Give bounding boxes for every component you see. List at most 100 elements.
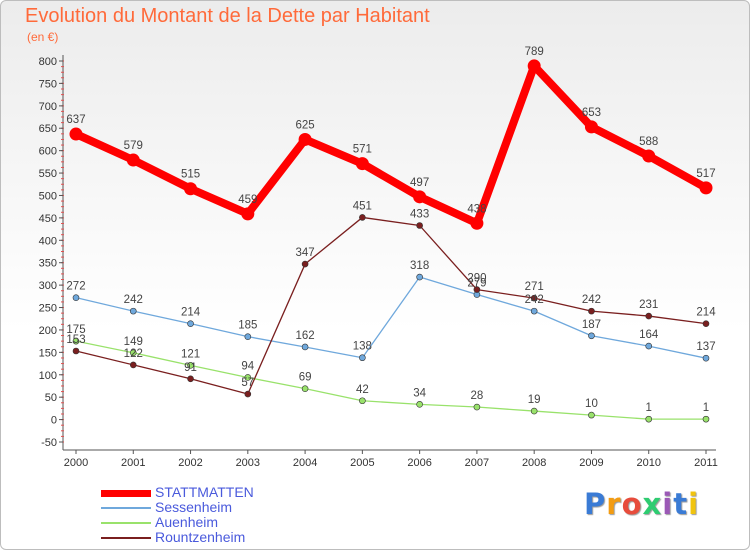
data-label: 459	[238, 194, 257, 206]
data-label: 242	[124, 294, 143, 306]
data-point	[72, 294, 80, 301]
data-point	[187, 362, 194, 369]
x-tick-label: 2010	[636, 457, 660, 469]
brand-letter: i	[688, 487, 700, 521]
x-tick-label: 2009	[579, 457, 603, 469]
legend-swatch	[101, 507, 151, 509]
data-label: 271	[525, 281, 544, 293]
y-tick-label: 100	[39, 370, 57, 382]
data-point	[301, 260, 309, 268]
y-tick-label: 250	[39, 303, 57, 315]
data-point	[473, 403, 481, 411]
data-point	[645, 415, 653, 423]
data-label: 28	[471, 390, 484, 402]
series-points	[69, 59, 713, 423]
brand-letter: o	[621, 487, 643, 521]
brand-letter: x	[642, 487, 663, 521]
brand-letter: r	[606, 487, 622, 521]
data-label: 149	[124, 336, 143, 348]
brand-logo: Proxiti	[584, 487, 699, 521]
data-label: 122	[124, 348, 143, 360]
data-label: 69	[299, 372, 312, 384]
data-label: 231	[639, 299, 658, 311]
data-point	[69, 127, 83, 141]
data-label: 138	[353, 341, 372, 353]
data-label: 162	[295, 330, 314, 342]
data-point	[301, 385, 309, 392]
data-point	[588, 332, 595, 340]
x-tick-label: 2005	[350, 457, 374, 469]
y-tick-label: 150	[39, 347, 57, 359]
data-label: 137	[696, 341, 715, 353]
y-tick-label: 300	[39, 280, 57, 292]
x-tick-label: 2004	[293, 457, 317, 469]
axes: -50 0 50 100 150 200 250 300 350 400 450 500 550 600 6…	[39, 55, 718, 469]
x-tick-label: 2003	[236, 457, 260, 469]
legend-item: STATTMATTEN	[101, 484, 321, 500]
data-point	[355, 157, 369, 171]
data-point	[184, 182, 198, 196]
legend-label: STATTMATTEN	[155, 484, 254, 500]
y-tick-label: 800	[39, 56, 57, 68]
legend-label: Auenheim	[155, 514, 219, 530]
legend-swatch	[101, 490, 151, 497]
data-label: 187	[582, 319, 601, 331]
data-point	[702, 320, 710, 327]
y-tick-label: 500	[39, 190, 57, 202]
x-tick-label: 2000	[64, 457, 88, 469]
data-point	[588, 411, 595, 419]
data-label: 153	[66, 334, 85, 346]
data-point	[187, 320, 194, 327]
data-point	[129, 307, 137, 315]
data-label: 242	[525, 294, 544, 306]
brand-letter: P	[584, 487, 607, 521]
data-point	[473, 286, 481, 293]
y-tick-label: 700	[39, 101, 57, 113]
series-line-rountzenheim	[75, 216, 707, 395]
y-tick-label: 450	[39, 213, 57, 225]
data-point	[72, 347, 80, 355]
legend-swatch	[101, 537, 151, 539]
x-tick-label: 2001	[121, 457, 145, 469]
legend: STATTMATTEN Sessenheim Auenheim Rountzenhei…	[101, 484, 321, 545]
data-point	[416, 222, 423, 229]
data-point	[241, 207, 255, 221]
data-label: 214	[696, 307, 716, 319]
data-label: 497	[410, 177, 429, 189]
data-label: 515	[181, 169, 200, 181]
data-label: 94	[241, 360, 254, 372]
x-tick-label: 2008	[522, 457, 546, 469]
data-label: 1	[703, 402, 709, 414]
legend-item: Auenheim	[101, 514, 321, 530]
y-tick-label: 200	[39, 325, 57, 337]
y-tick-label: 50	[45, 392, 57, 404]
data-label: 214	[181, 307, 201, 319]
y-tick-label: 650	[39, 123, 57, 135]
data-label: 42	[356, 384, 369, 396]
series-lines	[72, 61, 710, 420]
y-tick-label: 600	[39, 146, 57, 158]
data-label: 19	[528, 394, 541, 406]
series-line-auenheim	[75, 340, 707, 420]
data-label: 185	[238, 320, 257, 332]
data-label: 91	[184, 362, 197, 374]
data-point	[244, 390, 252, 398]
data-label: 272	[66, 281, 85, 293]
data-label: 789	[525, 46, 544, 58]
series-line-stattmatten	[72, 61, 710, 228]
data-point	[530, 407, 538, 415]
y-tick-label: 400	[39, 235, 57, 247]
data-point	[129, 361, 137, 369]
data-label: 433	[410, 209, 429, 221]
y-tick-label: -50	[41, 437, 57, 449]
x-tick-label: 2006	[407, 457, 431, 469]
data-point	[588, 307, 595, 315]
chart-title: Evolution du Montant de la Dette par Hab…	[25, 5, 430, 27]
data-point	[530, 307, 538, 315]
data-point	[645, 342, 653, 350]
y-tick-label: 550	[39, 168, 57, 180]
data-label: 637	[66, 114, 85, 126]
data-point	[359, 354, 366, 362]
